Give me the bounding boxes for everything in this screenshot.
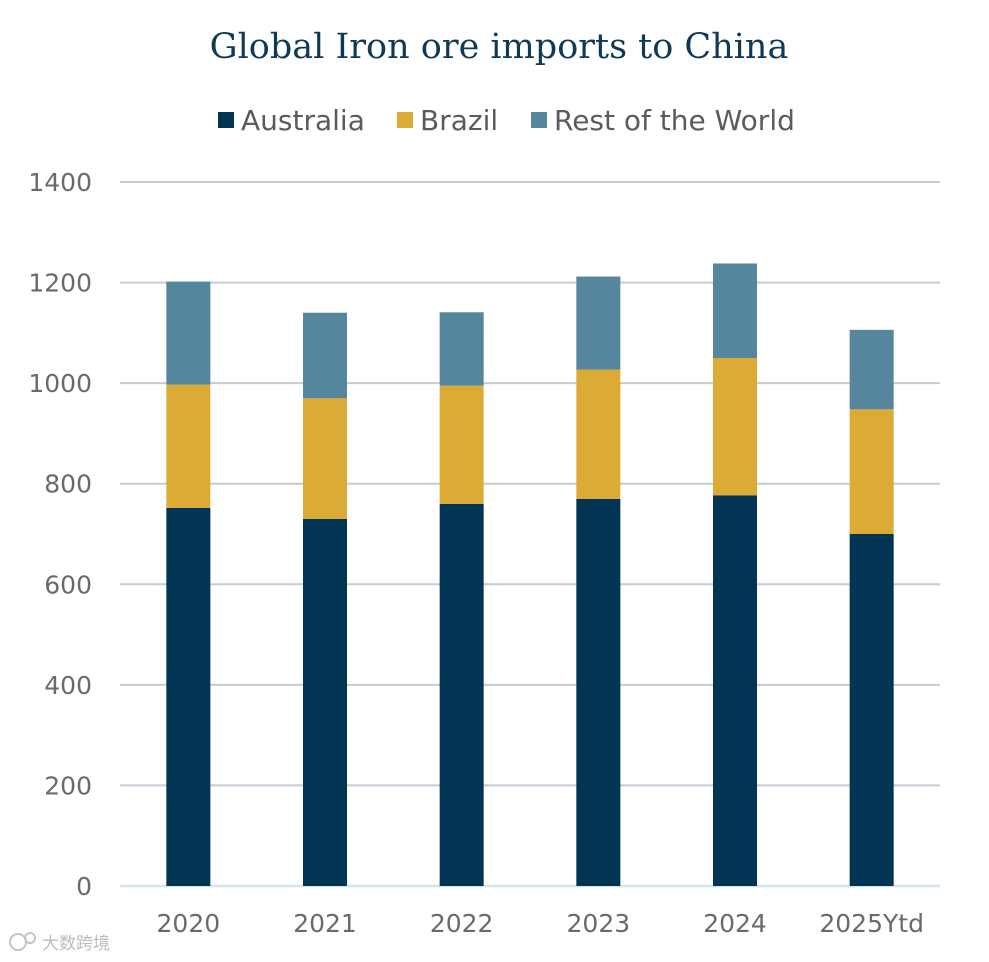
watermark-text: 大数跨境 [42,934,110,954]
bar-segment-australia-2023 [576,498,621,886]
bar-segment-brazil-2022 [439,385,484,504]
bar-segment-brazil-2024 [713,358,757,496]
legend-label: Rest of the World [554,104,795,137]
legend-item-australia: Australia [218,104,365,137]
x-tick-label: 2023 [567,909,631,938]
y-tick-label: 1200 [28,269,92,298]
bar-segment-australia-2022 [439,503,484,886]
gridlines [120,181,940,888]
y-tick-label: 1000 [28,369,92,398]
bar-segment-australia-2024 [713,495,757,886]
x-tick-label: 2025Ytd [819,909,924,938]
bar-segment-brazil-2020 [166,384,211,508]
y-tick-label: 400 [44,671,92,700]
y-tick-label: 200 [44,771,92,800]
bar-segment-brazil-2023 [576,369,621,499]
legend-swatch [397,112,413,128]
bar-segment-brazil-2025ytd [849,409,894,534]
y-tick-label: 800 [44,470,92,499]
y-axis: 0 200 400 600 800 1000 1200 1400 [28,168,92,901]
legend-label: Brazil [420,104,498,137]
legend-label: Australia [241,104,365,137]
bar-segment-rest-of-the-world-2022 [439,312,484,386]
y-tick-label: 600 [44,570,92,599]
legend: Australia Brazil Rest of the World [218,104,795,137]
legend-swatch [531,112,547,128]
bar-segment-rest-of-the-world-2020 [166,281,211,385]
bar-segment-rest-of-the-world-2024 [713,263,757,358]
bar-segment-rest-of-the-world-2021 [303,312,347,399]
watermark: 大数跨境 [9,932,110,954]
x-tick-label: 2022 [430,909,494,938]
watermark-icon-dot [24,932,36,944]
x-tick-label: 2020 [157,909,221,938]
y-tick-label: 0 [76,872,92,901]
x-tick-label: 2024 [703,909,767,938]
x-axis: 2020 2021 2022 2023 2024 2025Ytd [157,909,924,938]
watermark-icon [9,933,27,951]
bar-segment-australia-2021 [303,518,347,886]
bar-segment-australia-2025ytd [849,534,894,886]
y-tick-label: 1400 [28,168,92,197]
bar-segment-rest-of-the-world-2023 [576,276,621,370]
legend-item-brazil: Brazil [397,104,498,137]
bar-segment-brazil-2021 [303,398,347,519]
bar-segment-rest-of-the-world-2025ytd [849,329,894,410]
chart-title: Global Iron ore imports to China [210,27,789,67]
x-tick-label: 2021 [293,909,357,938]
legend-item-rest-of-the-world: Rest of the World [531,104,795,137]
legend-swatch [218,112,234,128]
bars [166,263,894,886]
bar-segment-australia-2020 [166,507,211,886]
